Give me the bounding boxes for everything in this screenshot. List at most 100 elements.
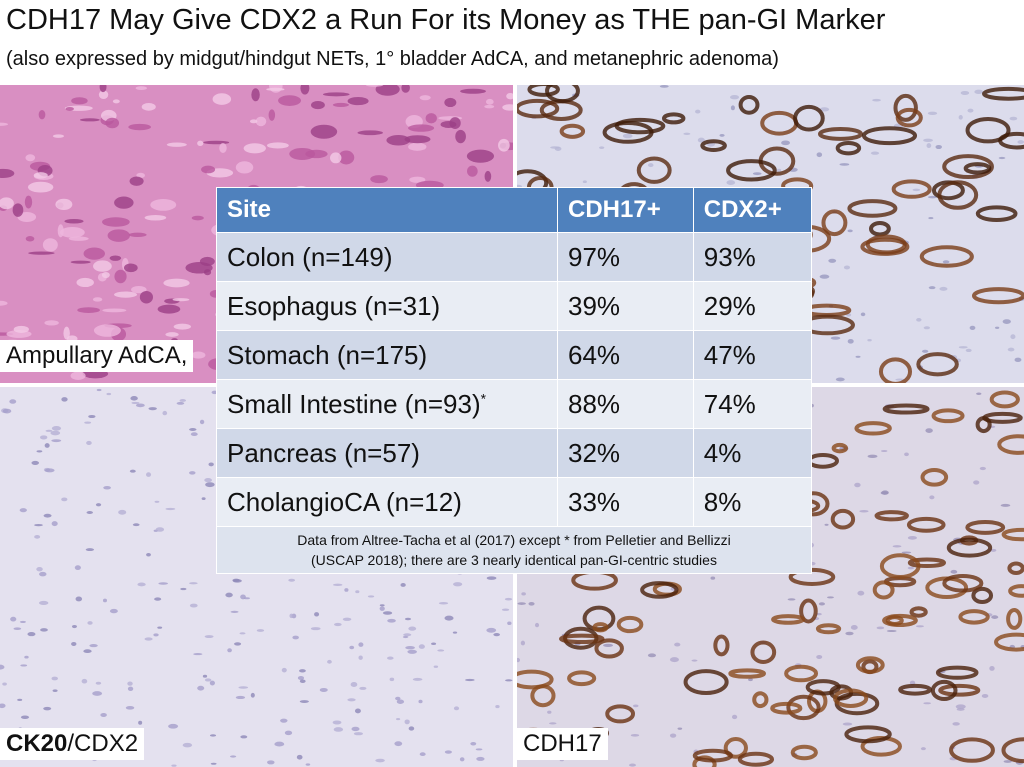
texture — [859, 510, 869, 513]
texture — [748, 678, 753, 682]
texture — [950, 569, 958, 574]
texture — [127, 686, 134, 691]
table-cell: Small Intestine (n=93)* — [216, 379, 558, 429]
texture — [700, 139, 727, 152]
texture — [659, 85, 669, 88]
texture — [919, 245, 974, 268]
texture — [916, 317, 922, 322]
texture — [493, 632, 500, 637]
texture — [99, 85, 107, 93]
texture — [517, 98, 560, 119]
texture — [982, 86, 1024, 101]
texture — [605, 704, 636, 724]
texture — [419, 95, 431, 101]
texture — [190, 432, 198, 436]
texture — [2, 408, 12, 414]
texture — [872, 580, 895, 600]
texture — [815, 623, 842, 635]
texture — [830, 508, 856, 530]
texture — [347, 698, 356, 702]
table-cell: 64% — [557, 330, 694, 380]
texture — [677, 727, 683, 730]
texture — [100, 712, 107, 717]
texture — [191, 351, 206, 359]
texture — [923, 138, 933, 142]
texture — [726, 159, 777, 182]
texture — [127, 681, 133, 686]
texture — [1007, 347, 1015, 352]
cell-text: Stomach (n=175) — [227, 339, 428, 370]
texture — [787, 598, 796, 601]
texture — [333, 583, 343, 586]
texture — [171, 764, 177, 767]
texture — [34, 523, 43, 527]
texture — [1002, 319, 1011, 324]
texture — [63, 326, 70, 340]
cell-text: 88% — [568, 388, 621, 419]
texture — [880, 449, 888, 452]
texture — [176, 401, 185, 405]
texture — [125, 705, 135, 710]
texture — [845, 631, 854, 636]
texture — [0, 300, 8, 306]
texture — [203, 269, 212, 276]
texture — [438, 602, 449, 605]
texture — [51, 439, 62, 443]
texture — [408, 726, 415, 731]
texture — [201, 165, 216, 174]
texture — [816, 152, 823, 158]
texture — [697, 137, 705, 143]
texture — [527, 85, 560, 97]
texture — [59, 227, 85, 238]
texture — [484, 104, 495, 109]
texture — [692, 755, 717, 767]
texture — [365, 85, 384, 87]
texture — [855, 355, 861, 358]
texture — [528, 601, 535, 606]
texture — [960, 90, 970, 95]
texture — [180, 587, 187, 591]
texture — [334, 622, 342, 627]
texture — [895, 378, 905, 381]
texture — [280, 718, 288, 723]
texture — [107, 229, 130, 242]
texture — [208, 462, 214, 467]
table-cell: 4% — [692, 428, 813, 478]
texture — [737, 751, 775, 767]
table-cell: CholangioCA (n=12) — [216, 477, 558, 527]
texture — [0, 168, 15, 178]
texture — [952, 722, 960, 726]
texture — [103, 485, 111, 490]
texture — [965, 116, 1011, 144]
texture — [43, 706, 52, 711]
texture — [137, 582, 146, 587]
texture — [731, 714, 738, 720]
texture — [402, 635, 409, 639]
table-cell: 33% — [557, 477, 694, 527]
texture — [819, 274, 830, 279]
texture — [296, 754, 303, 760]
texture — [925, 428, 933, 433]
texture — [154, 597, 162, 601]
texture — [520, 640, 526, 646]
table-row: Colon (n=149) 97% 93% — [216, 232, 813, 282]
texture — [165, 507, 176, 511]
texture — [928, 286, 936, 290]
texture — [132, 523, 140, 527]
texture — [1006, 607, 1023, 630]
texture — [965, 348, 972, 353]
texture — [0, 197, 14, 210]
texture — [648, 163, 654, 168]
texture — [622, 133, 633, 139]
subtitle: (also expressed by midgut/hindgut NETs, … — [6, 48, 779, 70]
texture — [683, 132, 691, 136]
texture — [20, 664, 28, 667]
texture — [972, 287, 1024, 305]
texture — [75, 596, 83, 602]
texture — [906, 516, 946, 533]
texture — [234, 642, 242, 646]
texture — [281, 667, 287, 673]
texture — [603, 643, 614, 647]
texture — [71, 641, 77, 647]
texture — [419, 752, 426, 757]
